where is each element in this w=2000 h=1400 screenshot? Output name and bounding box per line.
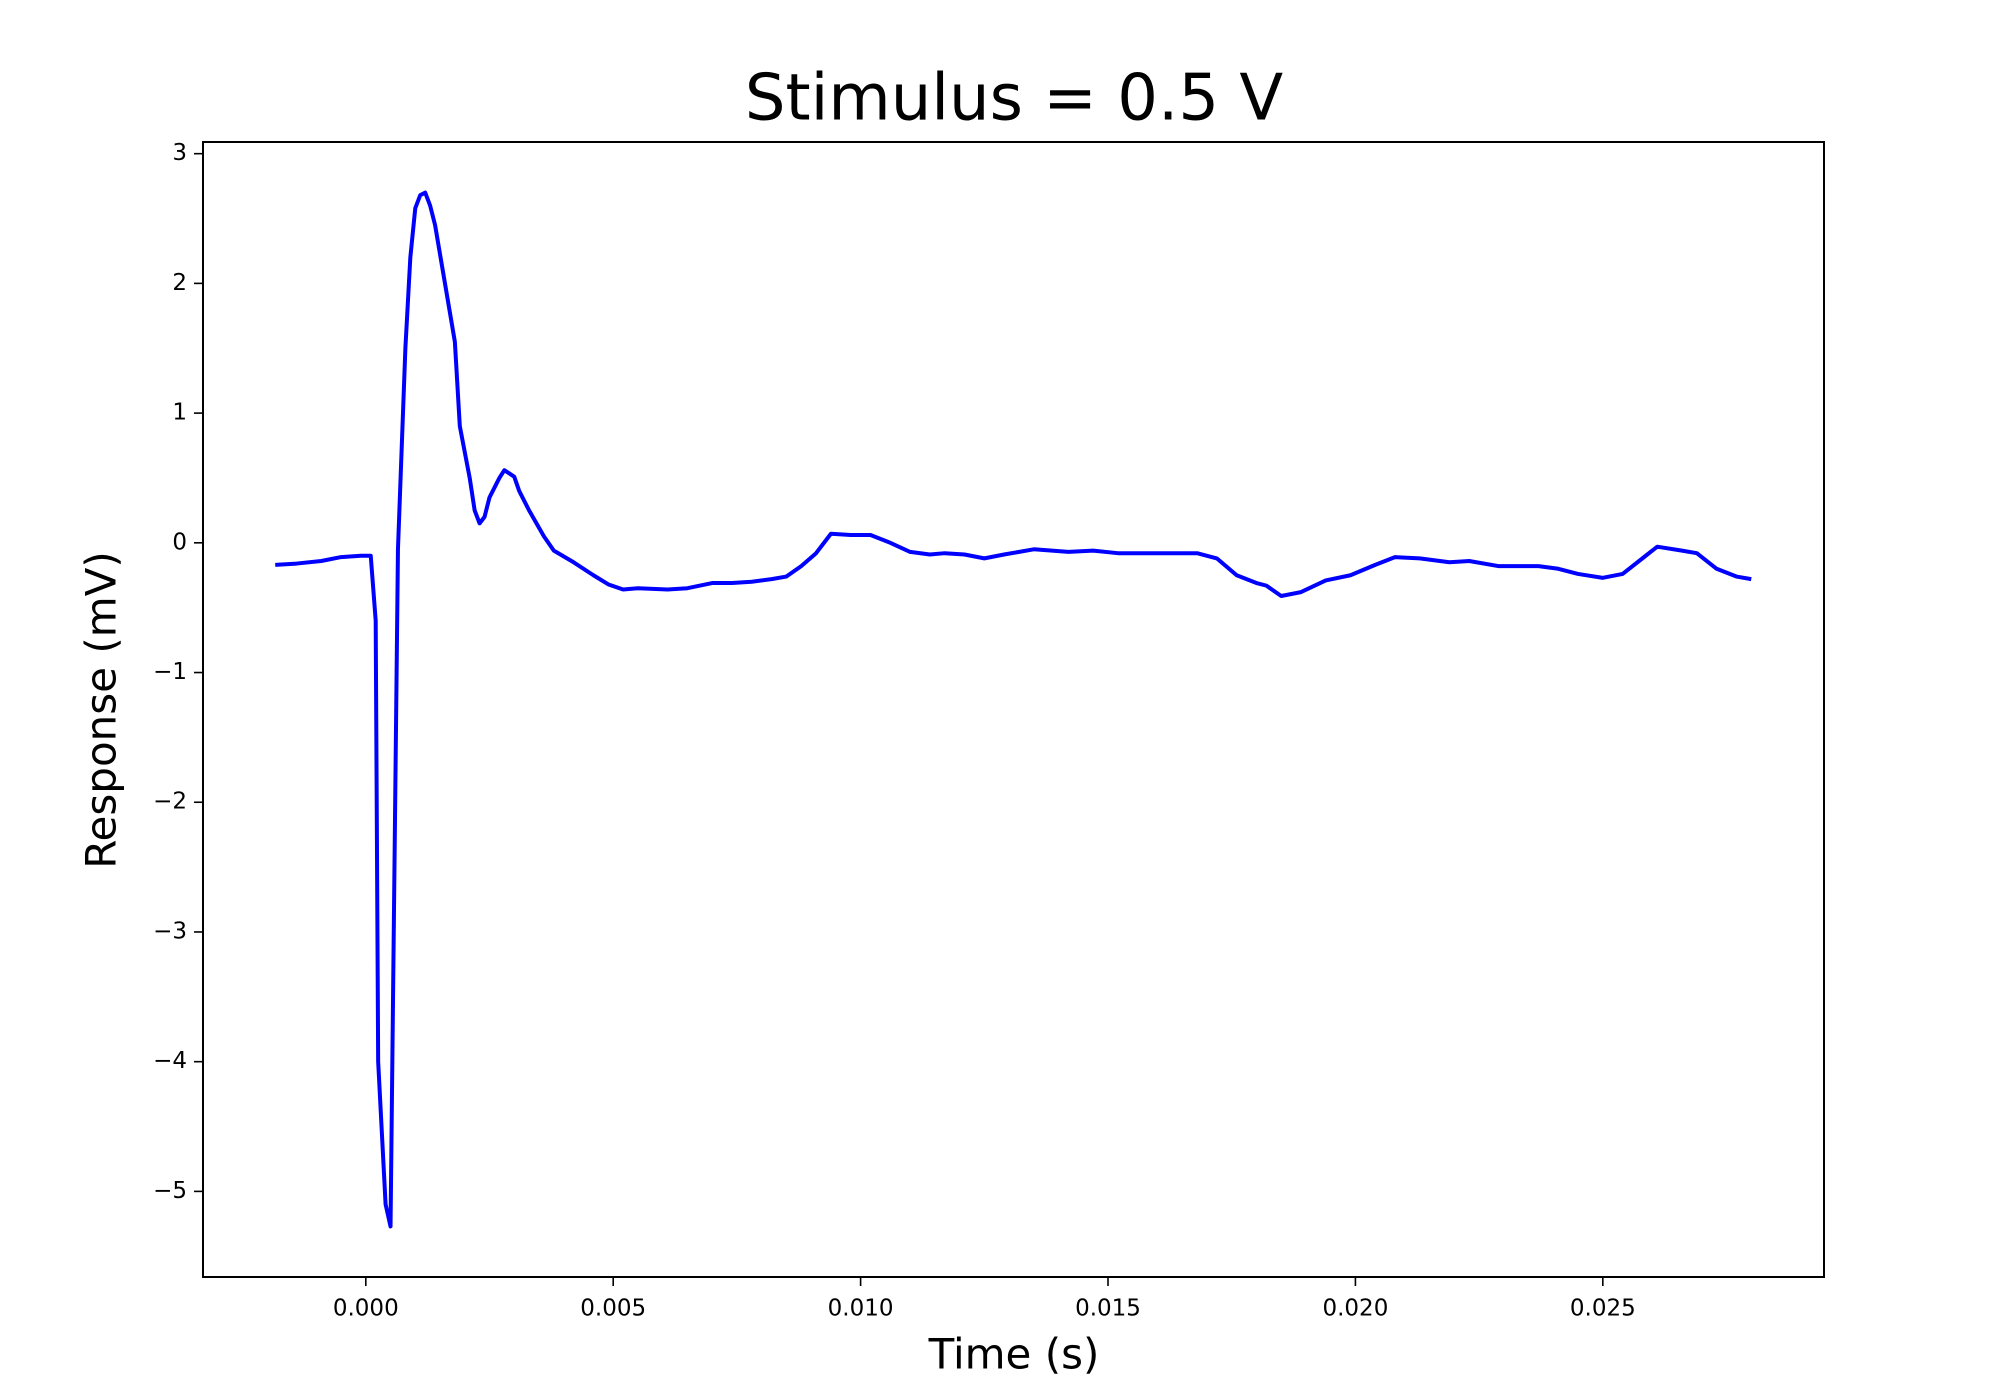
y-tick-label: −1 xyxy=(153,659,187,685)
chart-title: Stimulus = 0.5 V xyxy=(745,62,1284,136)
x-tick-label: 0.000 xyxy=(333,1296,399,1322)
x-tick-label: 0.020 xyxy=(1322,1296,1388,1322)
x-tick-label: 0.005 xyxy=(580,1296,646,1322)
y-tick-label: −2 xyxy=(153,789,187,815)
y-tick-label: −4 xyxy=(153,1048,187,1074)
y-tick-label: 2 xyxy=(172,270,187,296)
plot-frame xyxy=(202,141,1825,1278)
x-tick-label: 0.010 xyxy=(828,1296,894,1322)
y-tick-label: −5 xyxy=(153,1178,187,1204)
data-line xyxy=(275,190,1752,1229)
x-axis-label: Time (s) xyxy=(928,1330,1100,1379)
x-tick-label: 0.015 xyxy=(1075,1296,1141,1322)
y-tick-label: 3 xyxy=(172,140,187,166)
y-axis-label: Response (mV) xyxy=(77,551,126,868)
x-tick-label: 0.025 xyxy=(1570,1296,1636,1322)
y-tick-label: −3 xyxy=(153,918,187,944)
y-tick-label: 1 xyxy=(172,400,187,426)
y-tick-label: 0 xyxy=(172,529,187,555)
